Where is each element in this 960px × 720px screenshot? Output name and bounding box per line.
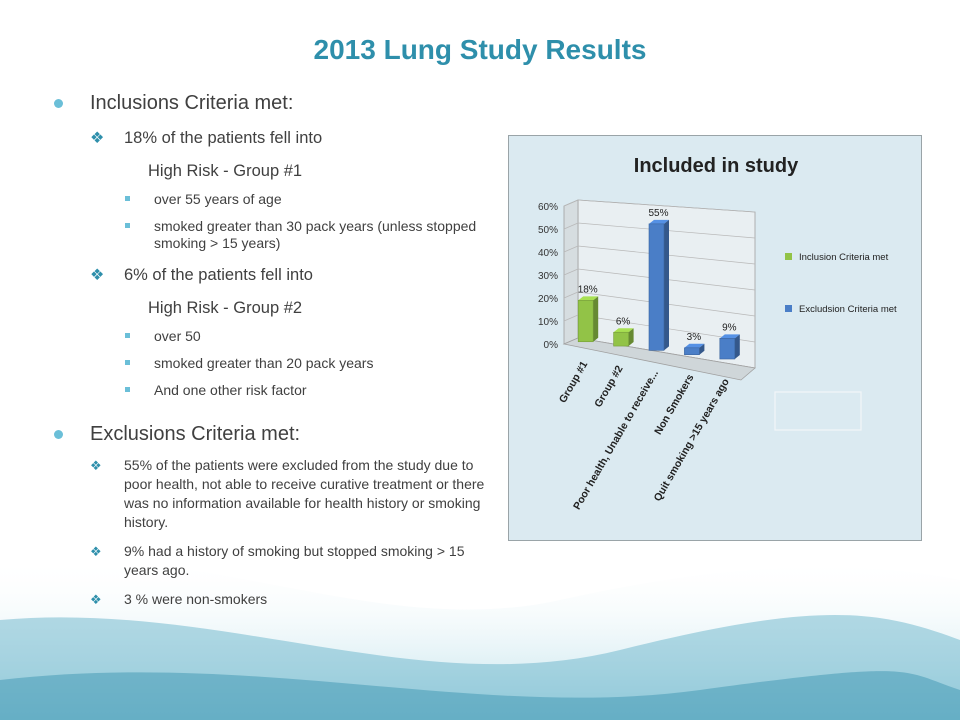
- gridline: [577, 199, 756, 213]
- group2-criterion: smoked greater than 20 pack years: [50, 355, 495, 372]
- category-label: Poor health, Unable to receive...: [571, 368, 661, 512]
- exclusion-item-text: 3 % were non-smokers: [124, 591, 268, 607]
- gridline-side: [563, 222, 579, 230]
- criterion-text: over 50: [154, 328, 201, 344]
- diamond-bullet-icon: ❖: [90, 267, 105, 284]
- square-bullet-icon: [125, 333, 130, 338]
- diamond-bullet-icon: ❖: [90, 458, 102, 473]
- criterion-text: smoked greater than 30 pack years (unles…: [154, 218, 477, 251]
- bar-top: [613, 328, 634, 333]
- group1-line-text: 18% of the patients fell into: [124, 129, 323, 147]
- bullet-dot-icon: [54, 99, 63, 108]
- legend-swatch: [785, 305, 792, 312]
- data-label: 9%: [722, 322, 737, 333]
- group2-name: High Risk - Group #2: [148, 299, 303, 317]
- legend-label: Excludsion Criteria met: [799, 304, 897, 315]
- exclusion-item: ❖ 3 % were non-smokers: [50, 590, 494, 609]
- bar: [684, 347, 700, 355]
- data-label: 55%: [648, 208, 668, 219]
- inclusion-heading: Inclusions Criteria met:: [50, 92, 495, 115]
- criterion-text: over 55 years of age: [154, 191, 282, 207]
- y-tick-label: 0%: [544, 340, 559, 351]
- criterion-text: And one other risk factor: [154, 382, 307, 398]
- gridline-side: [563, 268, 579, 276]
- data-label: 3%: [687, 332, 702, 343]
- y-tick-label: 10%: [538, 317, 558, 328]
- square-bullet-icon: [125, 223, 130, 228]
- bar-side: [628, 328, 634, 347]
- group1-criterion: smoked greater than 30 pack years (unles…: [50, 218, 495, 252]
- inclusion-heading-text: Inclusions Criteria met:: [90, 92, 294, 114]
- empty-textbox: [774, 391, 862, 431]
- bar-chart: Included in study 0% 10% 20% 30% 40% 50% 60% 18%…: [538, 155, 897, 512]
- exclusion-item-text: 55% of the patients were excluded from t…: [124, 457, 485, 530]
- bar-side: [699, 343, 705, 355]
- diamond-bullet-icon: ❖: [90, 130, 105, 147]
- criterion-text: smoked greater than 20 pack years: [154, 355, 374, 371]
- y-tick-label: 50%: [538, 225, 558, 236]
- diamond-bullet-icon: ❖: [90, 592, 102, 607]
- y-tick-label: 30%: [538, 271, 558, 282]
- category-label: Non Smokers: [652, 372, 696, 437]
- gridline-side: [563, 314, 579, 322]
- group2-criterion: over 50: [50, 328, 495, 345]
- chart-title: Included in study: [634, 155, 799, 177]
- exclusion-heading-text: Exclusions Criteria met:: [90, 423, 301, 445]
- group1-line: ❖ 18% of the patients fell into: [50, 129, 495, 148]
- square-bullet-icon: [125, 196, 130, 201]
- exclusion-heading: Exclusions Criteria met:: [50, 423, 495, 446]
- square-bullet-icon: [125, 387, 130, 392]
- bullet-dot-icon: [54, 430, 63, 439]
- bar: [613, 331, 629, 347]
- bar-side: [734, 334, 740, 360]
- bar-top: [649, 219, 669, 224]
- exclusion-item: ❖ 9% had a history of smoking but stoppe…: [50, 542, 494, 580]
- gridline-side: [563, 199, 579, 207]
- square-bullet-icon: [125, 360, 130, 365]
- y-tick-label: 60%: [538, 202, 558, 213]
- gridline-side: [563, 291, 579, 299]
- slide-title: 2013 Lung Study Results: [313, 34, 647, 65]
- exclusion-item-text: 9% had a history of smoking but stopped …: [124, 543, 465, 578]
- gridline-side: [563, 245, 579, 253]
- bar-side: [593, 296, 599, 342]
- bar: [719, 338, 736, 360]
- bar-top: [578, 296, 599, 301]
- chart-floor: [562, 337, 756, 381]
- group2-criterion: And one other risk factor: [50, 382, 495, 399]
- category-label: Group #1: [557, 359, 591, 405]
- exclusion-item: ❖ 55% of the patients were excluded from…: [50, 456, 494, 532]
- legend-label: Inclusion Criteria met: [799, 252, 889, 263]
- group2-line: ❖ 6% of the patients fell into: [50, 266, 495, 285]
- y-tick-label: 20%: [538, 294, 558, 305]
- bar: [648, 223, 665, 351]
- category-label: Group #2: [592, 363, 626, 409]
- bar: [577, 300, 594, 343]
- data-label: 18%: [578, 284, 598, 295]
- diamond-bullet-icon: ❖: [90, 544, 102, 559]
- bar-side: [664, 219, 669, 351]
- legend-swatch: [785, 253, 792, 260]
- chart-panel: Included in study 0% 10% 20% 30% 40% 50% 60% 18%…: [508, 135, 922, 541]
- group1-criterion: over 55 years of age: [50, 191, 495, 208]
- bar-top: [719, 334, 740, 339]
- bar-top: [684, 343, 705, 348]
- slide-content: Inclusions Criteria met: ❖ 18% of the pa…: [50, 92, 495, 609]
- group2-line-text: 6% of the patients fell into: [124, 266, 313, 284]
- data-label: 6%: [616, 316, 631, 327]
- group1-name: High Risk - Group #1: [148, 162, 303, 180]
- category-label: Quit smoking >15 years ago: [652, 377, 732, 504]
- y-tick-label: 40%: [538, 248, 558, 259]
